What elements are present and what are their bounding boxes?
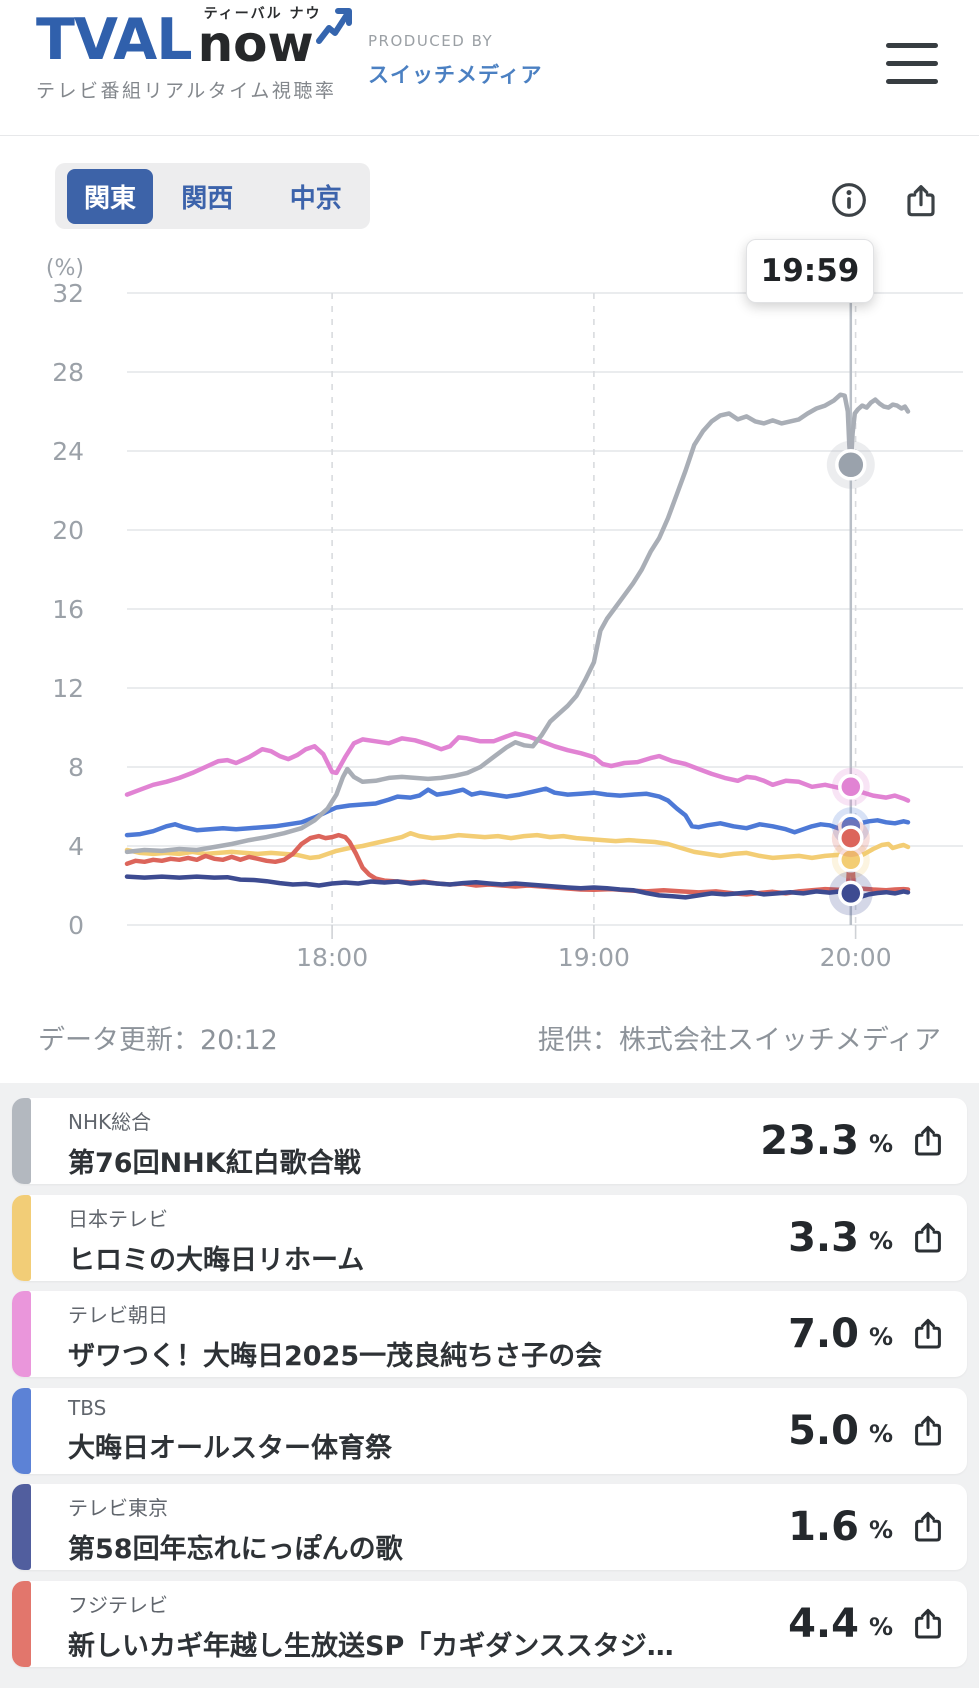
tab-kanto[interactable]: 関東 <box>67 168 153 224</box>
share-icon[interactable] <box>909 1604 947 1644</box>
channel-card-tbs: TBS 大晦日オールスター体育祭 5.0 % <box>12 1388 967 1474</box>
svg-text:20: 20 <box>52 516 84 545</box>
channel-card-fujitv: フジテレビ 新しいカギ年越し生放送SP「カギダンススタジ… 4.4 % <box>12 1581 967 1667</box>
rating-value: 23.3 <box>760 1118 859 1164</box>
channel-color-bar <box>12 1291 31 1377</box>
share-icon[interactable] <box>909 1411 947 1451</box>
program-title: ザワつく！大晦日2025一茂良純ちさ子の会 <box>68 1341 603 1372</box>
produced-by-label: PRODUCED BY <box>368 32 494 50</box>
provider-label: 提供：株式会社スイッチメディア <box>537 1025 941 1056</box>
channel-name: フジテレビ <box>68 1593 168 1617</box>
logo-subtitle: テレビ番組リアルタイム視聴率 <box>36 80 337 102</box>
app-header: TVAL ティーバル ナウ now テレビ番組リアルタイム視聴率 PRODUCE… <box>0 0 979 136</box>
tab-chukyo[interactable]: 中京 <box>289 183 342 214</box>
channel-card-tvasahi: テレビ朝日 ザワつく！大晦日2025一茂良純ちさ子の会 7.0 % <box>12 1291 967 1377</box>
share-icon[interactable] <box>909 1218 947 1258</box>
rating-unit: % <box>868 1613 893 1641</box>
program-title: 新しいカギ年越し生放送SP「カギダンススタジ… <box>68 1631 674 1662</box>
rating-unit: % <box>868 1420 893 1448</box>
svg-text:24: 24 <box>52 437 84 466</box>
channel-card-ntv: 日本テレビ ヒロミの大晦日リホーム 3.3 % <box>12 1195 967 1281</box>
svg-text:19:00: 19:00 <box>558 943 630 972</box>
channel-color-bar <box>12 1098 31 1184</box>
svg-text:12: 12 <box>52 674 84 703</box>
channel-color-bar <box>12 1581 31 1667</box>
app-logo[interactable]: TVAL ティーバル ナウ now テレビ番組リアルタイム視聴率 <box>36 6 352 103</box>
produced-by-block: PRODUCED BY スイッチメディア <box>368 32 543 89</box>
svg-text:28: 28 <box>52 358 84 387</box>
share-icon[interactable] <box>909 1121 947 1161</box>
share-icon[interactable] <box>909 1314 947 1354</box>
share-icon[interactable] <box>909 1507 947 1547</box>
rating-unit: % <box>868 1323 893 1351</box>
logo-arrow-icon <box>315 8 352 44</box>
cursor-time-label: 19:59 <box>760 253 860 289</box>
region-tab-bar: 関東 関西 中京 <box>55 163 370 229</box>
svg-text:18:00: 18:00 <box>296 943 368 972</box>
rating-value: 4.4 <box>788 1601 859 1647</box>
channel-color-bar <box>12 1484 31 1570</box>
program-title: 大晦日オールスター体育祭 <box>68 1433 392 1464</box>
rating-value: 3.3 <box>788 1215 859 1261</box>
svg-text:4: 4 <box>68 832 84 861</box>
channel-name: NHK総合 <box>68 1110 152 1134</box>
channel-name: 日本テレビ <box>68 1207 168 1231</box>
hamburger-menu-icon[interactable] <box>885 40 939 88</box>
rating-unit: % <box>868 1227 893 1255</box>
channel-name: テレビ東京 <box>68 1496 168 1520</box>
logo-now-text: now <box>197 15 314 73</box>
logo-reading-text: ティーバル ナウ <box>203 6 322 22</box>
rating-unit: % <box>868 1130 893 1158</box>
svg-text:0: 0 <box>68 911 84 940</box>
info-icon[interactable] <box>829 180 869 220</box>
rating-value: 5.0 <box>788 1408 859 1454</box>
svg-text:16: 16 <box>52 595 84 624</box>
rating-value: 1.6 <box>788 1504 859 1550</box>
channel-name: テレビ朝日 <box>68 1303 168 1327</box>
channel-color-bar <box>12 1388 31 1474</box>
program-title: ヒロミの大晦日リホーム <box>68 1245 365 1276</box>
produced-by-company[interactable]: スイッチメディア <box>368 63 543 87</box>
cursor-time-tooltip: 19:59 <box>746 239 874 303</box>
channel-card-nhk: NHK総合 第76回NHK紅白歌合戦 23.3 % <box>12 1098 967 1184</box>
svg-text:32: 32 <box>52 279 84 308</box>
channel-card-tvtokyo: テレビ東京 第58回年忘れにっぽんの歌 1.6 % <box>12 1484 967 1570</box>
rating-unit: % <box>868 1516 893 1544</box>
program-title: 第58回年忘れにっぽんの歌 <box>68 1534 403 1565</box>
tab-kansai[interactable]: 関西 <box>181 183 234 214</box>
logo-tval-text: TVAL <box>36 7 193 73</box>
channel-color-bar <box>12 1195 31 1281</box>
rating-value: 7.0 <box>788 1311 859 1357</box>
data-updated-label: データ更新：20:12 <box>38 1025 278 1056</box>
share-icon[interactable] <box>901 180 941 222</box>
svg-text:8: 8 <box>68 753 84 782</box>
svg-text:20:00: 20:00 <box>820 943 892 972</box>
channel-name: TBS <box>68 1396 107 1420</box>
program-title: 第76回NHK紅白歌合戦 <box>68 1148 361 1179</box>
svg-text:(%): (%) <box>46 256 84 281</box>
